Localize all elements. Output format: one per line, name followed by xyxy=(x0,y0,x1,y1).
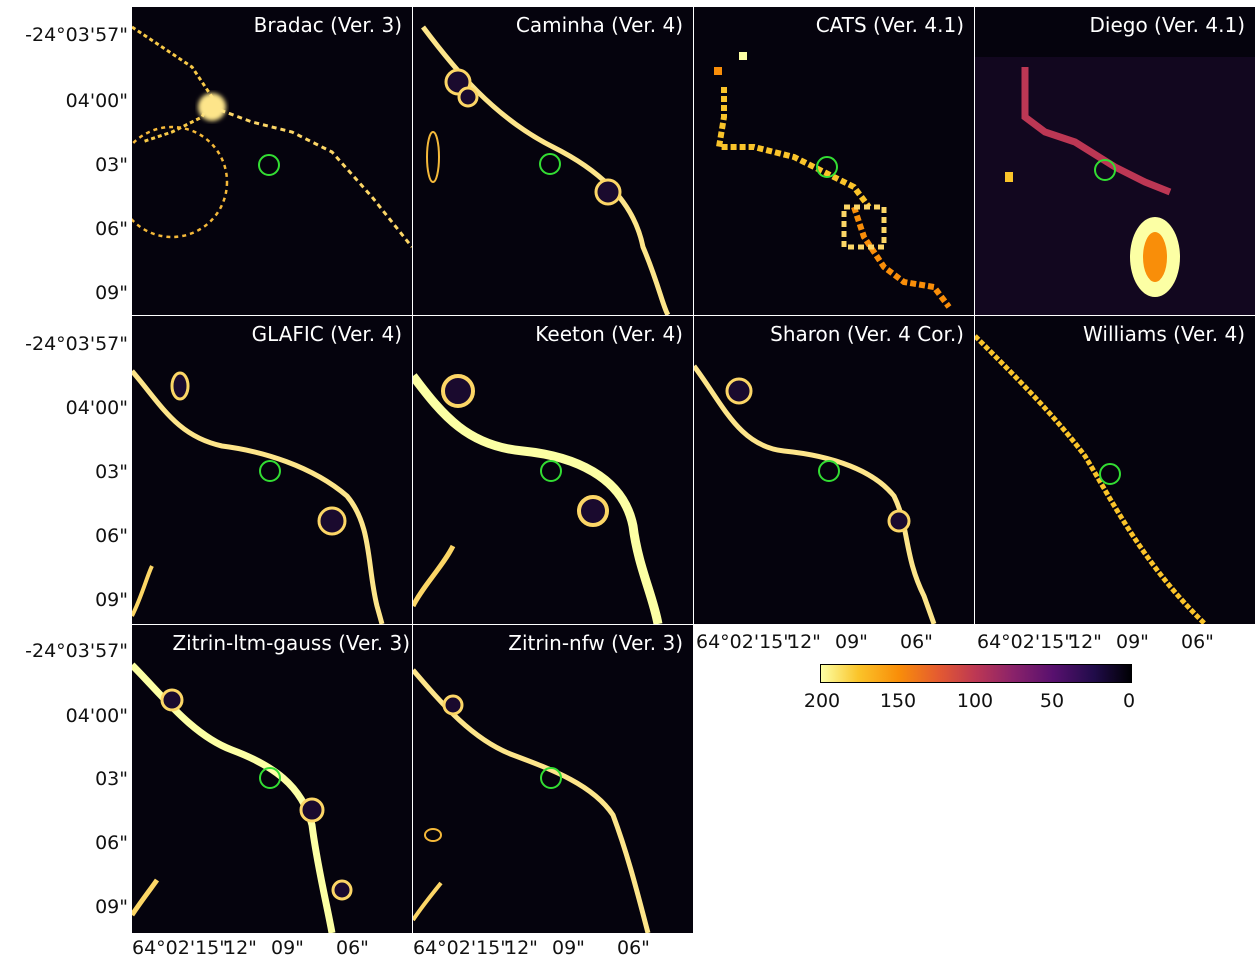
green-marker xyxy=(258,154,280,176)
x-tick-label: 64°02'15" xyxy=(977,631,1073,653)
x-tick-label: 12" xyxy=(788,631,821,653)
colorbar-tick-label: 0 xyxy=(1122,690,1136,712)
green-marker xyxy=(1094,159,1116,181)
magnification-map xyxy=(975,57,1255,315)
x-tick-label: 06" xyxy=(1181,631,1214,653)
panel-keeton: Keeton (Ver. 4) xyxy=(413,316,693,624)
y-tick-label: -24°03'57" xyxy=(25,24,128,46)
panel-title: Keeton (Ver. 4) xyxy=(535,322,683,346)
magnification-map xyxy=(132,25,412,248)
y-tick-label: 06" xyxy=(95,218,128,240)
magnification-map xyxy=(413,373,663,624)
x-tick-label: 64°02'15" xyxy=(696,631,792,653)
green-marker xyxy=(259,767,281,789)
y-tick-label: 03" xyxy=(95,154,128,176)
green-marker xyxy=(1099,463,1121,485)
x-tick-label: 09" xyxy=(835,631,868,653)
x-tick-label: 12" xyxy=(224,937,257,959)
x-tick-label: 09" xyxy=(1116,631,1149,653)
y-tick-label: 03" xyxy=(95,768,128,790)
magnification-map xyxy=(132,662,353,933)
x-tick-label: 09" xyxy=(271,937,304,959)
panel-title: Diego (Ver. 4.1) xyxy=(1089,13,1246,37)
y-tick-label: 04'00" xyxy=(65,90,128,112)
panel-glafic: GLAFIC (Ver. 4) xyxy=(132,316,412,624)
green-marker xyxy=(539,153,561,175)
panel-title: Bradac (Ver. 3) xyxy=(253,13,402,37)
magnification-map xyxy=(714,52,952,309)
y-tick-label: 04'00" xyxy=(65,397,128,419)
green-marker xyxy=(540,767,562,789)
panel-williams: Williams (Ver. 4) xyxy=(975,316,1255,624)
y-tick-label: -24°03'57" xyxy=(25,333,128,355)
x-tick-label: 06" xyxy=(336,937,369,959)
colorbar-tick-label: 100 xyxy=(956,690,994,712)
y-tick-label: 03" xyxy=(95,461,128,483)
panel-title: Sharon (Ver. 4 Cor.) xyxy=(770,322,964,346)
green-marker xyxy=(816,156,838,178)
panel-title: Zitrin-nfw (Ver. 3) xyxy=(508,631,683,655)
magnification-map xyxy=(132,369,385,624)
green-marker xyxy=(818,460,840,482)
colorbar-tick-label: 150 xyxy=(879,690,917,712)
colorbar-gradient xyxy=(820,664,1132,683)
x-tick-label: 06" xyxy=(900,631,933,653)
panel-diego: Diego (Ver. 4.1) xyxy=(975,7,1255,315)
panel-sharon: Sharon (Ver. 4 Cor.) xyxy=(694,316,974,624)
panel-cats: CATS (Ver. 4.1) xyxy=(694,7,974,315)
panel-bradac: Bradac (Ver. 3) xyxy=(132,7,412,315)
panel-zitrin-ltm-gauss: Zitrin-ltm-gauss (Ver. 3) xyxy=(132,625,412,933)
y-tick-label: 09" xyxy=(95,896,128,918)
panel-title: CATS (Ver. 4.1) xyxy=(815,13,964,37)
y-tick-label: 06" xyxy=(95,832,128,854)
x-tick-label: 64°02'15" xyxy=(132,937,228,959)
panel-title: Caminha (Ver. 4) xyxy=(515,13,683,37)
green-marker xyxy=(540,460,562,482)
y-tick-label: 09" xyxy=(95,589,128,611)
panel-zitrin-nfw: Zitrin-nfw (Ver. 3) xyxy=(413,625,693,933)
magnification-map xyxy=(421,25,671,315)
y-tick-label: 06" xyxy=(95,525,128,547)
x-tick-label: 12" xyxy=(1069,631,1102,653)
magnification-map xyxy=(975,334,1207,624)
x-tick-label: 12" xyxy=(505,937,538,959)
panel-title: Zitrin-ltm-gauss (Ver. 3) xyxy=(172,631,410,655)
x-tick-label: 64°02'15" xyxy=(413,937,509,959)
panel-title: Williams (Ver. 4) xyxy=(1083,322,1245,346)
green-marker xyxy=(259,460,281,482)
y-tick-label: 04'00" xyxy=(65,705,128,727)
x-tick-label: 06" xyxy=(617,937,650,959)
panel-caminha: Caminha (Ver. 4) xyxy=(413,7,693,315)
panel-title: GLAFIC (Ver. 4) xyxy=(251,322,402,346)
magnification-map xyxy=(413,668,651,933)
colorbar-tick-label: 50 xyxy=(1039,690,1065,712)
x-tick-label: 09" xyxy=(552,937,585,959)
y-tick-label: -24°03'57" xyxy=(25,640,128,662)
y-tick-label: 09" xyxy=(95,282,128,304)
colorbar-tick-label: 200 xyxy=(803,690,841,712)
magnification-map xyxy=(694,364,937,624)
